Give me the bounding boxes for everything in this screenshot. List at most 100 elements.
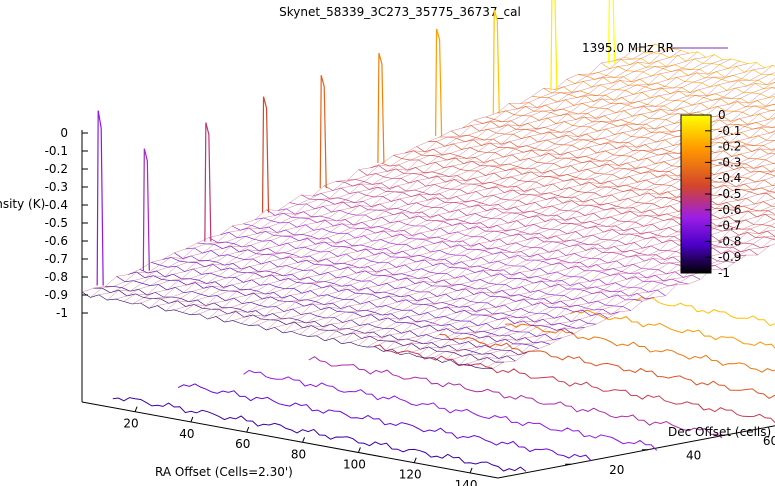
mesh-row [589, 72, 775, 107]
contour-projection [112, 296, 775, 472]
scan-spike [492, 9, 500, 114]
contour-line [243, 369, 658, 451]
scan-spike [319, 75, 327, 189]
mesh-column [483, 237, 775, 369]
mesh-column [442, 213, 775, 363]
contour-line [504, 323, 775, 373]
mesh-row [508, 103, 775, 155]
z-tick-label: -0.4 [45, 198, 68, 212]
y-axis-line [497, 425, 775, 479]
mesh-column [132, 51, 698, 305]
z-tick-label: -0.7 [45, 252, 68, 266]
mesh-row [554, 86, 775, 128]
mesh-column [308, 130, 775, 337]
mesh-row [324, 185, 735, 263]
mesh-column [366, 167, 775, 348]
colorbar-tick-label: -0.6 [718, 203, 741, 217]
mesh-column [282, 112, 775, 334]
mesh-column [467, 229, 775, 364]
mesh-column [375, 170, 775, 347]
x-tick-mark [357, 447, 361, 453]
mesh-row [174, 252, 585, 329]
mesh-column [190, 62, 757, 315]
mesh-row [301, 194, 712, 273]
x-tick-mark [302, 437, 306, 443]
x-tick-label: 20 [123, 417, 138, 431]
mesh-column [249, 93, 775, 326]
mesh-row [451, 130, 775, 193]
scan-spike [550, 0, 558, 91]
colorbar-ticks: 0 -0.1 -0.2-0.3 -0.4 -0.5 -0.6 -0.7-0.8 -0.9 -1 [705, 108, 741, 280]
mesh-column [475, 236, 775, 368]
mesh-column [492, 243, 775, 369]
scan-spikes [96, 0, 616, 286]
mesh-row [243, 223, 654, 300]
mesh-row [647, 43, 775, 69]
mesh-column [458, 222, 775, 366]
colorbar-tick-label: -0.5 [718, 187, 741, 201]
mesh-row [531, 96, 775, 141]
x-ticks: 20 40 60 80 100 120 140 [123, 406, 478, 486]
x-tick-label: 140 [455, 478, 478, 486]
mesh-row [462, 125, 775, 187]
mesh-column [174, 60, 740, 310]
mesh-row [128, 271, 539, 349]
scan-spike [96, 110, 104, 286]
mesh-row [601, 62, 775, 99]
mesh-column [299, 126, 775, 335]
mesh-row [404, 150, 775, 220]
mesh-row [266, 209, 678, 287]
mesh-row [428, 141, 775, 207]
x-tick-label: 40 [179, 427, 194, 441]
mesh-row [105, 286, 516, 362]
mesh-row [93, 287, 505, 363]
mesh-row [520, 102, 775, 151]
mesh-row [312, 193, 724, 271]
scan-spike [377, 52, 385, 164]
contour-line [635, 296, 775, 327]
mesh-row [566, 79, 775, 121]
mesh-row [578, 74, 775, 112]
scan-spike [142, 148, 150, 271]
z-tick-label: -0.9 [45, 288, 68, 302]
scan-spike [261, 96, 270, 213]
mesh-row [220, 231, 632, 311]
mesh-column [257, 97, 775, 326]
mesh-row [197, 242, 608, 319]
y-axis-label: Dec Offset (cells) [668, 425, 771, 439]
axes-frame [81, 130, 775, 479]
mesh-row [139, 269, 551, 345]
mesh-column [349, 153, 775, 343]
mesh-column [215, 72, 775, 317]
mesh-row [81, 291, 493, 369]
mesh-row [278, 208, 689, 285]
x-tick-label: 60 [235, 437, 250, 451]
z-tick-label: -0.2 [45, 162, 68, 176]
y-tick-label: 40 [686, 449, 701, 463]
z-tick-label: -0.3 [45, 180, 68, 194]
colorbar-tick-label: -0.8 [718, 234, 741, 248]
mesh-column [391, 183, 775, 350]
mesh-column [81, 46, 648, 293]
x-tick-mark [246, 426, 250, 433]
colorbar-tick-label: -1 [718, 266, 730, 280]
mesh-column [240, 87, 775, 324]
mesh-row [612, 59, 775, 89]
y-tick-label: 60 [763, 434, 775, 448]
x-tick-label: 80 [291, 447, 306, 461]
x-tick-mark [190, 416, 194, 423]
z-tick-label: -0.6 [45, 234, 68, 248]
mesh-column [333, 147, 775, 339]
mesh-row [255, 217, 666, 297]
mesh-row [635, 47, 775, 76]
mesh-column [123, 53, 690, 302]
x-tick-mark [134, 406, 138, 412]
contour-line [374, 344, 775, 424]
z-ticks: 0 -0.1 -0.2 -0.3 -0.4 -0.5 -0.6 -0.7 -0.8 -0.9 -1 [45, 126, 88, 320]
mesh-column [140, 57, 706, 304]
mesh-column [98, 48, 665, 295]
mesh-row [439, 136, 775, 199]
mesh-row [624, 57, 775, 86]
